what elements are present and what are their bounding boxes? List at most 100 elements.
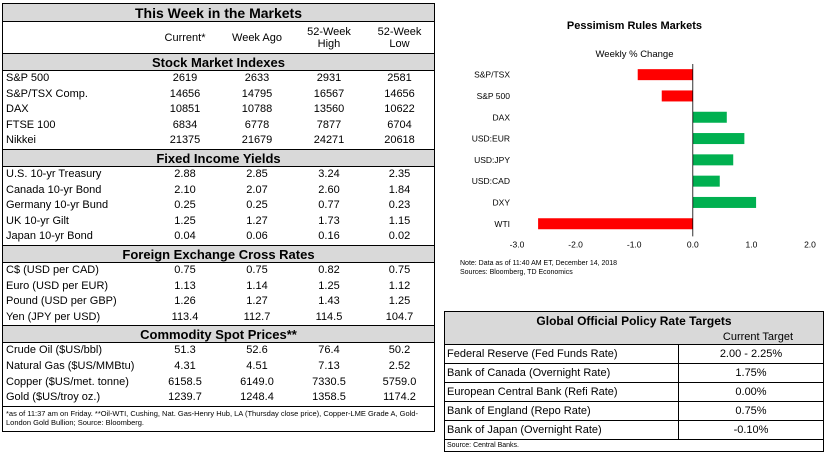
row-label: UK 10-yr Gilt [6,214,69,227]
table-row: Euro (USD per EUR) 1.13 1.14 1.25 1.12 [3,279,434,295]
chart-category-label: USD:JPY [474,155,510,165]
row-value: 16567 [313,87,345,100]
col-52wk-high: 52-Week High [307,25,351,50]
chart-subtitle: Weekly % Change [595,49,674,60]
chart-note: Note: Data as of 11:40 AM ET, December 1… [460,260,618,267]
policy-rate: 2.00 - 2.25% [719,348,783,360]
chart-category-label: DAX [493,112,511,122]
policy-rate: -0.10% [733,424,769,436]
row-label: Nikkei [6,134,36,147]
chart-category-label: S&P 500 [477,91,511,101]
policy-rate: 0.00% [735,386,767,398]
table-row: Crude Oil ($US/bbl) 51.3 52.6 76.4 50.2 [3,343,434,359]
section-rows: C$ (USD per CAD) 0.75 0.75 0.82 0.75 Euro (US… [3,263,434,327]
row-value: 2633 [244,72,270,84]
row-value: 0.82 [318,263,340,276]
row-value: 1358.5 [312,391,346,404]
markets-footnote: *as of 11:37 am on Friday. **Oil-WTI, Cu… [6,408,418,427]
policy-row: Bank of England (Repo Rate) 0.75% [445,402,823,421]
row-value: 13560 [313,103,345,116]
row-value: 21375 [169,134,201,147]
row-label: Japan 10-yr Bond [6,230,93,243]
row-value: 7.13 [318,359,340,372]
col-label [3,22,149,53]
row-value: 0.02 [388,230,411,243]
row-label: C$ (USD per CAD) [6,263,99,276]
table-row: S&P/TSX Comp. 14656 14795 16567 14656 [3,87,434,103]
chart-bar [661,90,693,102]
row-value: 0.25 [246,199,268,212]
row-value: 1.84 [388,183,411,196]
row-label: Natural Gas ($US/MMBtu) [6,359,135,372]
row-value: 14656 [169,87,201,100]
table-row: Canada 10-yr Bond 2.10 2.07 2.60 1.84 [3,183,434,199]
section-header: Fixed Income Yields [3,149,434,167]
row-value: 4.51 [246,359,268,372]
policy-rate: 1.75% [735,367,767,379]
policy-bank: Federal Reserve (Fed Funds Rate) [445,345,679,363]
chart-bar [692,175,720,187]
row-label: S&P/TSX Comp. [6,87,88,100]
row-value: 2.52 [388,359,411,372]
row-value: 0.06 [246,230,268,243]
weekly-change-chart: Pessimism Rules Markets Weekly % Change … [440,12,829,282]
chart-bar [692,133,745,145]
row-value: 6149.0 [240,375,274,388]
row-value: 24271 [313,134,345,147]
row-value: 2931 [316,72,342,84]
row-value: 1.43 [318,295,340,308]
row-value: 7330.5 [312,375,346,388]
section-header: Foreign Exchange Cross Rates [3,245,434,263]
table-row: C$ (USD per CAD) 0.75 0.75 0.82 0.75 [3,263,434,279]
chart-tick-label: -1.0 [627,239,642,249]
markets-title: This Week in the Markets [3,4,434,22]
policy-title: Global Official Policy Rate Targets [445,312,823,330]
col-52wk-low: 52-Week Low [377,25,422,50]
table-row: Pound (USD per GBP) 1.26 1.27 1.43 1.25 [3,294,434,310]
row-value: 7877 [316,118,342,131]
policy-rate: 0.75% [735,405,767,417]
table-row: Natural Gas ($US/MMBtu) 4.31 4.51 7.13 2.52 [3,359,434,375]
chart-tick-label: -2.0 [568,239,583,249]
table-row: Nikkei 21375 21679 24271 20618 [3,133,434,149]
row-value: 2.85 [246,167,268,180]
row-value: 52.6 [246,344,268,357]
row-value: 1239.7 [168,391,202,404]
chart-bar [692,111,727,123]
row-value: 1.25 [388,295,411,308]
policy-bank: Bank of England (Repo Rate) [445,402,679,420]
row-value: 104.7 [385,310,414,323]
row-value: 14656 [384,87,415,100]
policy-row: European Central Bank (Refi Rate) 0.00% [445,383,823,402]
row-value: 1.27 [246,214,268,227]
chart-category-label: S&P/TSX [474,70,510,80]
row-value: 2.88 [174,167,196,180]
chart-bar [692,154,734,166]
row-value: 6778 [244,118,270,131]
row-label: Canada 10-yr Bond [6,183,102,196]
row-value: 50.2 [388,344,411,357]
row-value: 0.16 [318,230,340,243]
chart-tick-label: -3.0 [510,239,525,249]
policy-rate-table: Global Official Policy Rate Targets Curr… [444,311,824,452]
row-value: 0.04 [174,230,196,243]
row-value: 1.26 [174,295,196,308]
row-label: Crude Oil ($US/bbl) [6,344,102,357]
chart-plot: S&P/TSX S&P 500 DAX USD:EUR USD:JPY USD:CAD DX… [472,64,816,249]
policy-row: Bank of Japan (Overnight Rate) -0.10% [445,421,823,440]
chart-tick-label: 0.0 [687,239,699,249]
row-value: 3.24 [318,167,340,180]
row-value: 2581 [387,72,412,84]
chart-tick-label: 1.0 [745,239,757,249]
chart-title: Pessimism Rules Markets [566,20,703,32]
row-label: Gold ($US/troy oz.) [6,391,101,404]
table-row: DAX 10851 10788 13560 10622 [3,102,434,118]
row-value: 1174.2 [383,391,416,404]
chart-category-label: USD:EUR [472,134,510,144]
policy-bank: Bank of Japan (Overnight Rate) [445,421,679,439]
row-value: 2.35 [388,167,411,180]
row-value: 1.12 [388,279,411,292]
col-week-ago: Week Ago [232,31,282,44]
policy-row: Bank of Canada (Overnight Rate) 1.75% [445,364,823,383]
row-value: 2.60 [318,183,340,196]
